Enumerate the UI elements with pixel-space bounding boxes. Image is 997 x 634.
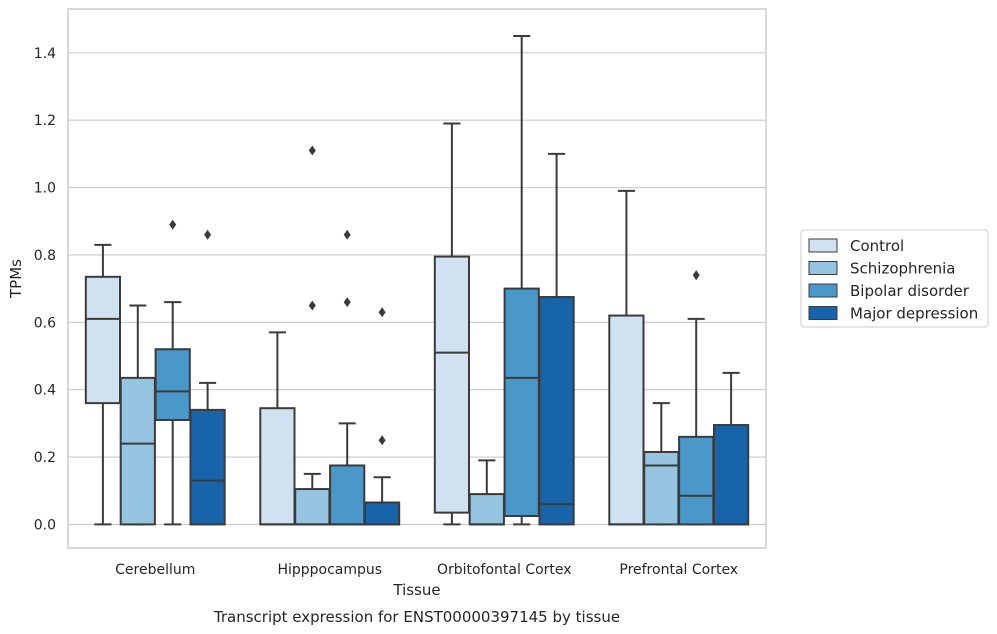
plot-frame	[67, 8, 767, 549]
x-tick-label: Hipppocampus	[277, 562, 382, 578]
box-iqr	[329, 464, 366, 526]
boxes	[84, 34, 750, 526]
box-iqr	[119, 376, 156, 526]
box-hipppocampus-control	[259, 331, 296, 526]
y-tick-label: 0.6	[34, 315, 56, 331]
legend-swatch	[808, 306, 838, 320]
box-iqr	[538, 296, 575, 526]
box-iqr	[643, 450, 680, 526]
box-iqr	[189, 408, 226, 526]
box-prefrontal-cortex-major-depression	[712, 371, 750, 526]
outlier-point	[378, 307, 386, 318]
box-prefrontal-cortex-schizophrenia	[643, 402, 680, 526]
legend-label: Schizophrenia	[850, 260, 955, 278]
y-tick-label: 0.2	[34, 450, 56, 466]
x-tick-labels: Cerebellum Hipppocampus Orbitofontal Corte…	[115, 562, 738, 578]
box-cerebellum-bipolar-disorder	[154, 219, 191, 526]
box-orbitofontal-cortex-control	[433, 122, 471, 526]
chart-caption: Transcript expression for ENST0000039714…	[213, 608, 620, 626]
y-tick-label: 0.8	[34, 248, 56, 264]
outlier-point	[692, 270, 700, 281]
box-iqr	[154, 348, 191, 421]
box-cerebellum-schizophrenia	[119, 304, 156, 526]
box-hipppocampus-major-depression	[363, 307, 401, 526]
box-iqr	[712, 424, 750, 526]
outlier-point	[343, 297, 351, 308]
x-tick-label: Cerebellum	[115, 562, 195, 578]
y-tick-label: 1.0	[34, 181, 56, 197]
box-hipppocampus-schizophrenia	[294, 145, 331, 526]
y-tick-label: 0.0	[34, 517, 56, 533]
box-orbitofontal-cortex-bipolar-disorder	[503, 34, 540, 526]
box-prefrontal-cortex-control	[608, 189, 645, 526]
legend-label: Major depression	[850, 305, 978, 323]
y-tick-labels: 0.0 0.2 0.4 0.6 0.8 1.0 1.2 1.4	[34, 46, 56, 534]
box-iqr	[294, 488, 331, 526]
legend-label: Control	[850, 237, 904, 255]
legend-swatch	[808, 238, 838, 253]
box-cerebellum-control	[84, 243, 122, 526]
box-iqr	[608, 314, 645, 526]
x-tick-label: Orbitofontal Cortex	[437, 562, 572, 578]
y-axis-title: TPMs	[7, 259, 25, 299]
box-iqr	[503, 287, 540, 517]
outlier-point	[204, 229, 212, 240]
box-prefrontal-cortex-bipolar-disorder	[678, 270, 715, 526]
outlier-point	[308, 145, 316, 156]
box-iqr	[84, 275, 122, 405]
outlier-point	[169, 219, 177, 230]
legend: Control Schizophrenia Bipolar disorder Majo…	[800, 229, 989, 328]
x-tick-label: Prefrontal Cortex	[619, 562, 738, 578]
box-iqr	[468, 493, 505, 526]
box-iqr	[259, 407, 296, 526]
legend-label: Bipolar disorder	[850, 282, 970, 300]
outlier-point	[378, 435, 386, 446]
x-axis-title: Tissue	[392, 581, 440, 599]
outlier-point	[308, 300, 316, 311]
box-cerebellum-major-depression	[189, 229, 226, 526]
y-tick-label: 0.4	[34, 383, 56, 399]
y-tick-label: 1.2	[34, 113, 56, 129]
box-iqr	[433, 255, 471, 514]
box-orbitofontal-cortex-schizophrenia	[468, 459, 505, 526]
box-iqr	[363, 501, 401, 526]
legend-frame	[800, 229, 989, 328]
legend-swatch	[808, 283, 838, 298]
box-orbitofontal-cortex-major-depression	[538, 152, 575, 526]
box-hipppocampus-bipolar-disorder	[329, 229, 366, 526]
outlier-point	[343, 229, 351, 240]
legend-swatch	[808, 261, 838, 275]
y-tick-label: 1.4	[34, 46, 56, 62]
box-iqr	[678, 435, 715, 526]
